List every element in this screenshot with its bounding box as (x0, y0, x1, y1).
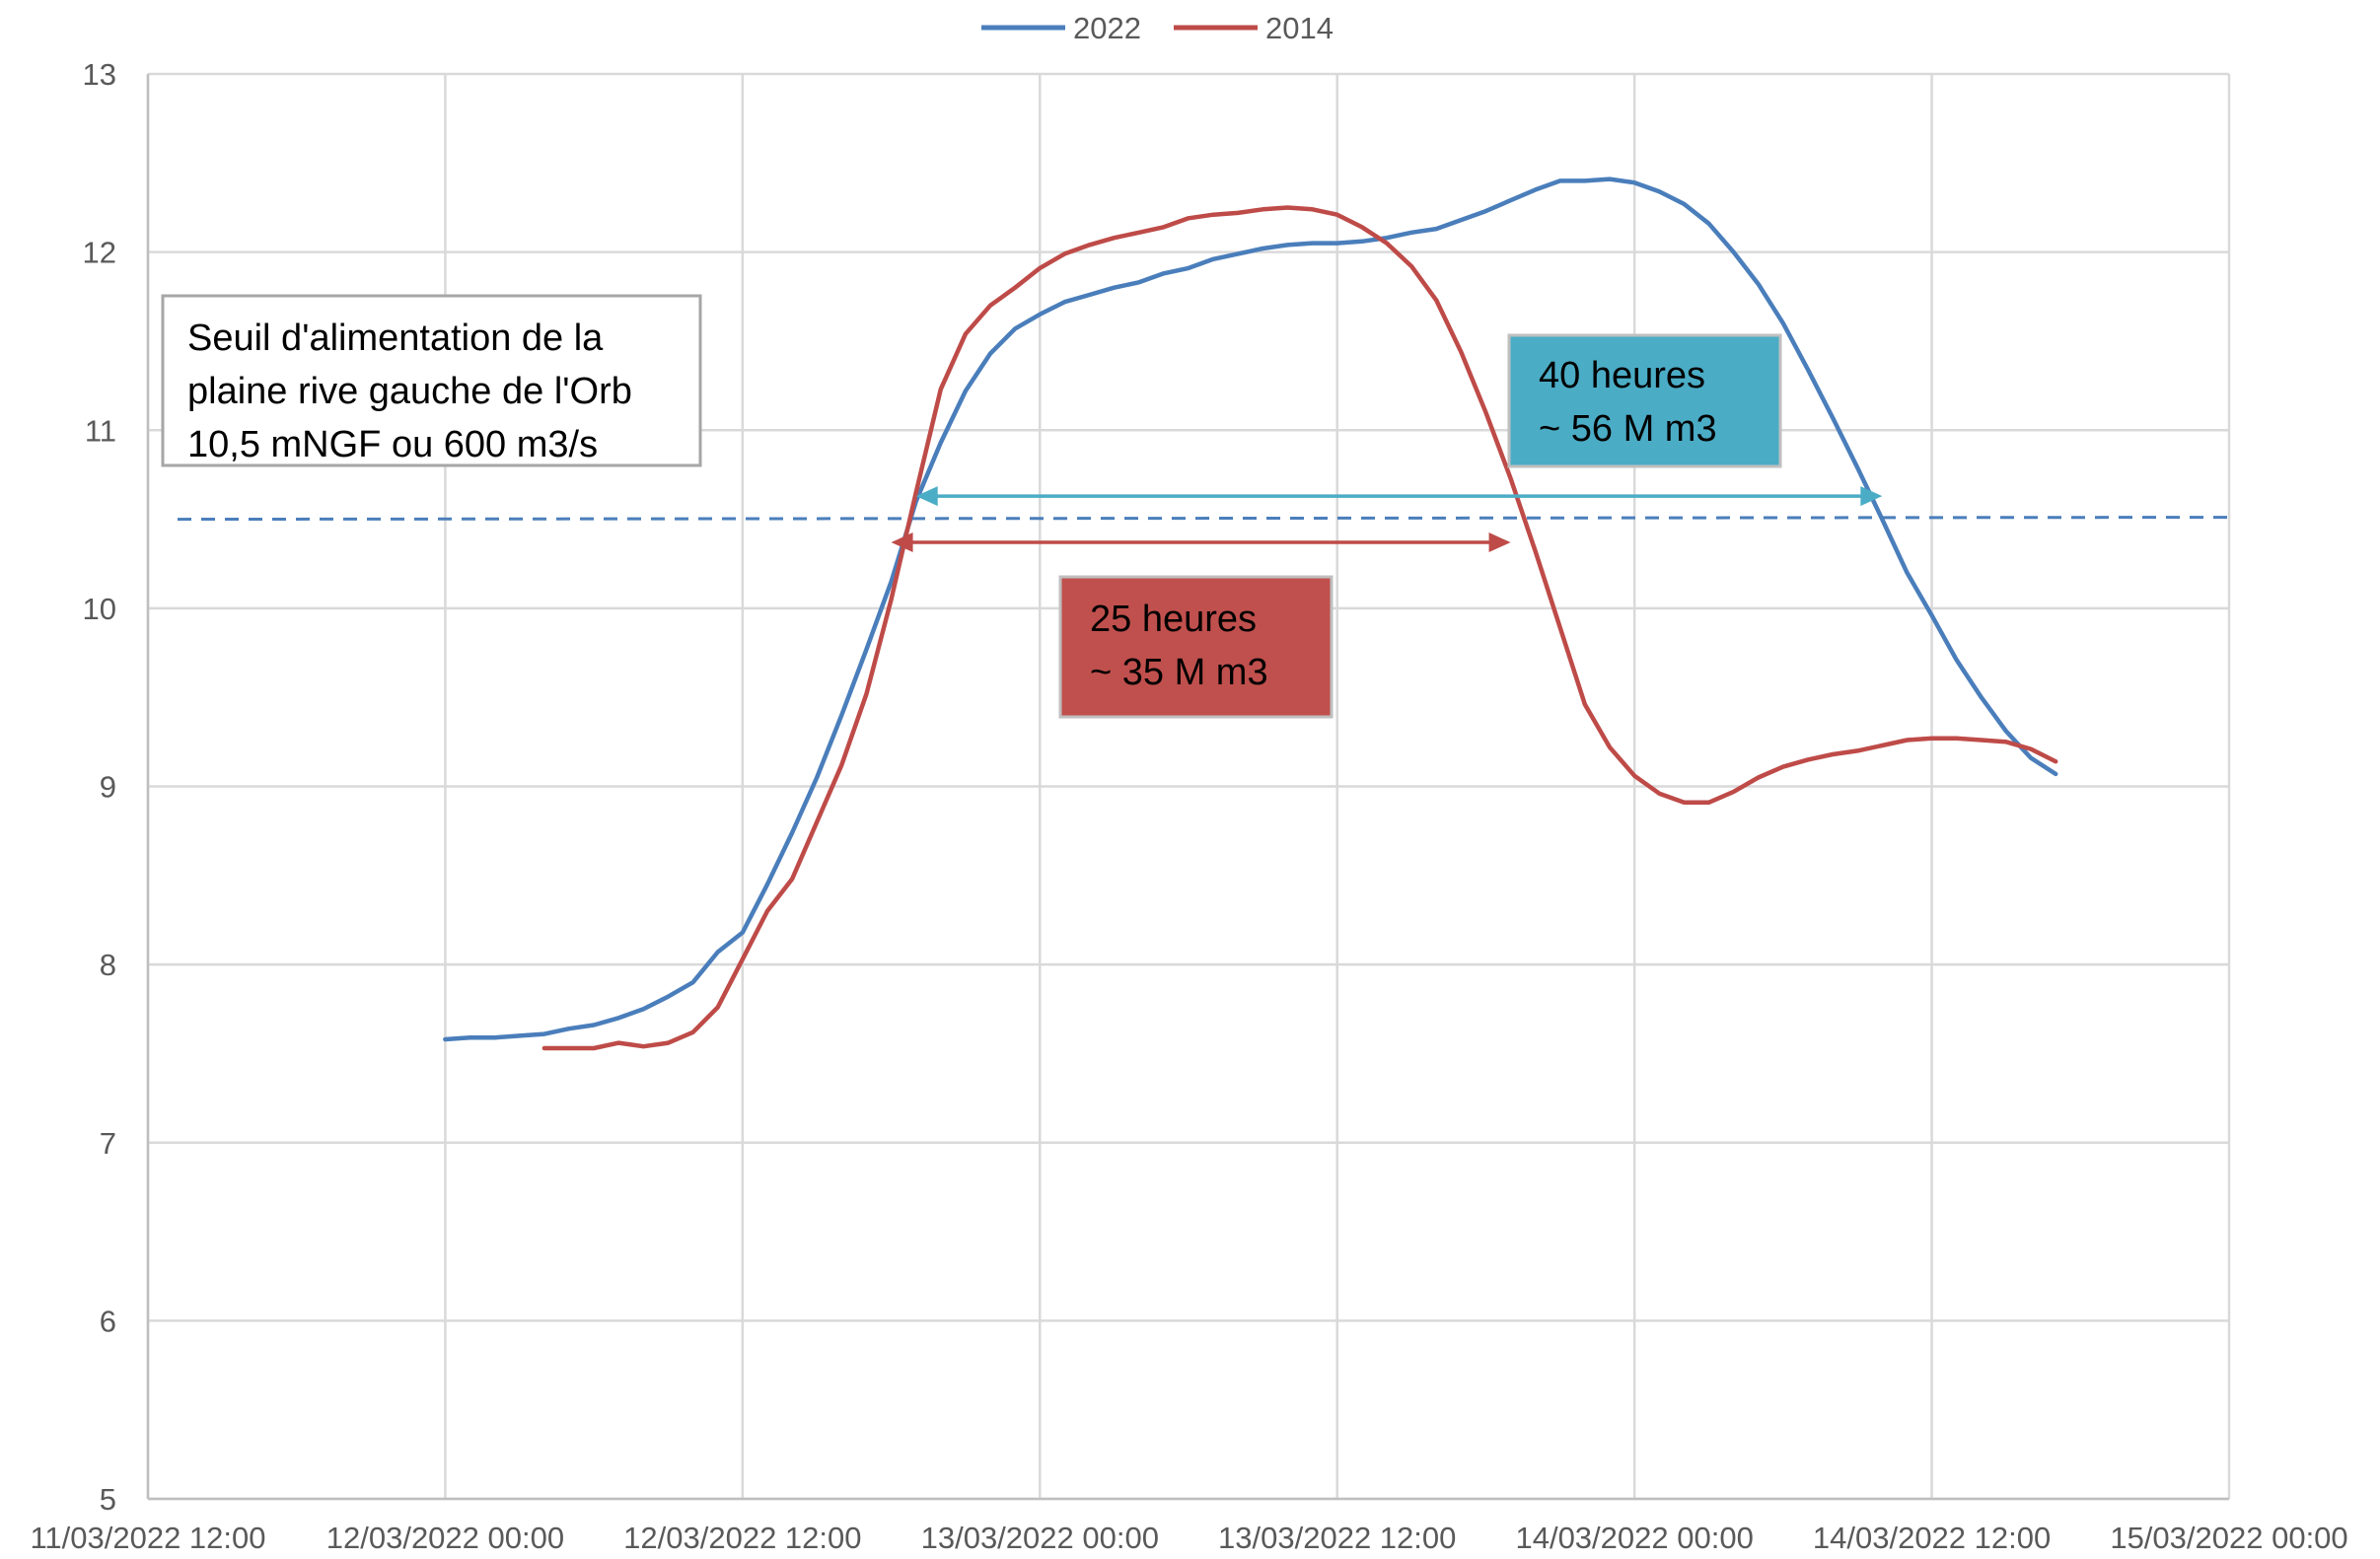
y-tick-label: 7 (100, 1126, 116, 1161)
duration-2014-hours: 25 heures (1090, 599, 1257, 640)
x-tick-label: 13/03/2022 00:00 (921, 1521, 1159, 1555)
threshold-annotation-line-3: 10,5 mNGF ou 600 m3/s (187, 424, 598, 465)
x-tick-label: 11/03/2022 12:00 (30, 1521, 265, 1555)
duration-2022-hours: 40 heures (1539, 355, 1705, 396)
threshold-annotation-line-2: plaine rive gauche de l'Orb (187, 371, 632, 412)
y-tick-label: 12 (83, 236, 116, 270)
duration-2022-volume: ~ 56 M m3 (1539, 408, 1717, 450)
y-tick-label: 10 (83, 592, 116, 626)
duration-annotation-2014: 25 heures ~ 35 M m3 (1058, 575, 1334, 719)
duration-box-2014 (1058, 575, 1334, 719)
y-axis-ticks: 5 6 7 8 9 10 11 12 13 (83, 57, 116, 1517)
arrowhead-right-2014 (1488, 532, 1511, 553)
arrow-layer (891, 486, 1883, 553)
arrowhead-right-2022 (1860, 486, 1883, 507)
x-tick-label: 15/03/2022 00:00 (2110, 1521, 2347, 1555)
series-line-2022 (443, 177, 2058, 1042)
y-tick-label: 9 (100, 770, 116, 805)
duration-annotation-2022: 40 heures ~ 56 M m3 (1507, 333, 1782, 468)
y-tick-label: 6 (100, 1304, 116, 1338)
legend-label-2022: 2022 (1073, 11, 1141, 45)
duration-box-2022 (1507, 333, 1782, 468)
threshold-annotation: Seuil d'alimentation de la plaine rive g… (161, 294, 702, 467)
arrowhead-left-2022 (915, 486, 938, 507)
threshold-line (177, 516, 2230, 522)
y-tick-label: 5 (100, 1482, 116, 1517)
x-tick-label: 13/03/2022 12:00 (1218, 1521, 1456, 1555)
chart-grid (146, 72, 2231, 1501)
x-axis-ticks: 11/03/2022 12:00 12/03/2022 00:00 12/03/20… (30, 1521, 2347, 1555)
x-tick-label: 12/03/2022 12:00 (623, 1521, 861, 1555)
x-tick-label: 14/03/2022 12:00 (1813, 1521, 2051, 1555)
y-tick-label: 13 (83, 57, 116, 92)
threshold-layer (177, 516, 2230, 522)
arrowhead-left-2014 (891, 532, 913, 553)
legend: 2022 2014 (981, 11, 1334, 45)
threshold-annotation-line-1: Seuil d'alimentation de la (187, 318, 604, 359)
x-tick-label: 14/03/2022 00:00 (1515, 1521, 1753, 1555)
y-tick-label: 8 (100, 948, 116, 982)
threshold-annotation-box (161, 294, 702, 467)
duration-2014-volume: ~ 35 M m3 (1090, 652, 1268, 693)
x-tick-label: 12/03/2022 00:00 (326, 1521, 564, 1555)
legend-label-2014: 2014 (1265, 11, 1334, 45)
series-layer (443, 177, 2058, 1051)
series-line-2014 (541, 205, 2058, 1051)
y-tick-label: 11 (85, 413, 116, 448)
